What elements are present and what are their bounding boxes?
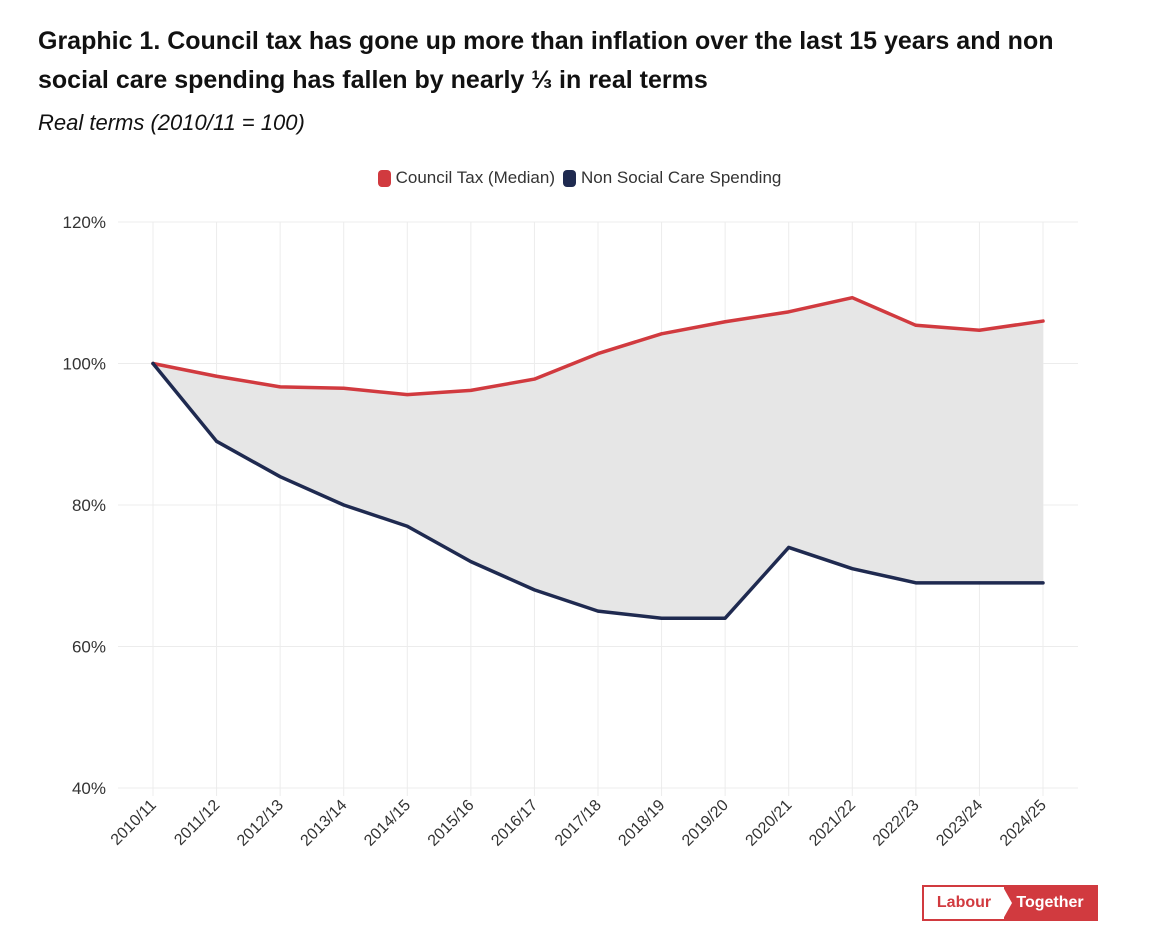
data-point-council-tax xyxy=(278,385,282,389)
data-point-non-social-care xyxy=(723,616,727,620)
data-point-council-tax xyxy=(596,352,600,356)
y-tick-label: 80% xyxy=(72,496,106,515)
y-tick-label: 120% xyxy=(63,213,106,232)
data-point-non-social-care xyxy=(342,503,346,507)
y-tick-label: 60% xyxy=(72,638,106,657)
chart-subtitle: Real terms (2010/11 = 100) xyxy=(38,110,305,135)
data-point-council-tax xyxy=(787,310,791,314)
chart-title: Graphic 1. Council tax has gone up more … xyxy=(38,27,1054,94)
data-point-non-social-care xyxy=(532,588,536,592)
x-tick-label: 2017/18 xyxy=(552,797,605,850)
labour-together-logo: Labour Together xyxy=(922,885,1098,921)
logo-text-right: Together xyxy=(1003,887,1096,919)
data-point-council-tax xyxy=(1041,319,1045,323)
x-tick-label: 2019/20 xyxy=(679,797,732,850)
data-point-non-social-care xyxy=(660,616,664,620)
y-tick-label: 100% xyxy=(63,355,106,374)
data-point-non-social-care xyxy=(977,581,981,585)
data-point-non-social-care xyxy=(787,545,791,549)
data-point-council-tax xyxy=(215,374,219,378)
data-point-council-tax xyxy=(850,296,854,300)
x-tick-label: 2014/15 xyxy=(361,797,414,850)
data-point-non-social-care xyxy=(596,609,600,613)
data-point-council-tax xyxy=(342,386,346,390)
legend-label-council-tax: Council Tax (Median) xyxy=(395,168,555,187)
y-tick-label: 40% xyxy=(72,779,106,798)
legend-item-non-social-care[interactable]: Non Social Care Spending xyxy=(563,168,781,188)
x-tick-label: 2011/12 xyxy=(171,797,223,849)
data-point-non-social-care xyxy=(405,524,409,528)
x-tick-label: 2021/22 xyxy=(806,797,859,850)
data-point-council-tax xyxy=(977,328,981,332)
data-point-council-tax xyxy=(532,377,536,381)
legend-swatch-non-social-care xyxy=(563,169,576,187)
data-point-non-social-care xyxy=(215,439,219,443)
legend-item-council-tax[interactable]: Council Tax (Median) xyxy=(377,168,555,188)
x-tick-label: 2023/24 xyxy=(933,797,986,850)
data-point-council-tax xyxy=(660,332,664,336)
x-tick-label: 2018/19 xyxy=(615,797,668,850)
data-point-council-tax xyxy=(405,393,409,397)
data-point-council-tax xyxy=(469,388,473,392)
data-point-non-social-care xyxy=(151,362,155,365)
x-tick-label: 2012/13 xyxy=(234,797,287,850)
data-point-non-social-care xyxy=(278,475,282,479)
x-tick-label: 2013/14 xyxy=(298,797,351,850)
legend-swatch-council-tax xyxy=(377,169,391,187)
legend-label-non-social-care: Non Social Care Spending xyxy=(581,168,782,187)
data-point-non-social-care xyxy=(469,560,473,564)
data-point-non-social-care xyxy=(1041,581,1045,585)
data-point-non-social-care xyxy=(914,581,918,585)
x-tick-label: 2020/21 xyxy=(743,797,796,850)
x-tick-label: 2015/16 xyxy=(425,797,478,850)
x-tick-label: 2022/23 xyxy=(870,797,923,850)
x-tick-label: 2024/25 xyxy=(997,797,1050,850)
x-tick-label: 2010/11 xyxy=(108,797,160,849)
logo-text-left: Labour xyxy=(924,887,1004,919)
x-tick-label: 2016/17 xyxy=(488,797,541,850)
fill-between-area xyxy=(153,297,1043,619)
data-point-council-tax xyxy=(723,320,727,324)
data-point-council-tax xyxy=(914,323,918,327)
data-point-non-social-care xyxy=(850,567,854,571)
legend: Council Tax (Median) Non Social Care Spe… xyxy=(0,168,1159,188)
